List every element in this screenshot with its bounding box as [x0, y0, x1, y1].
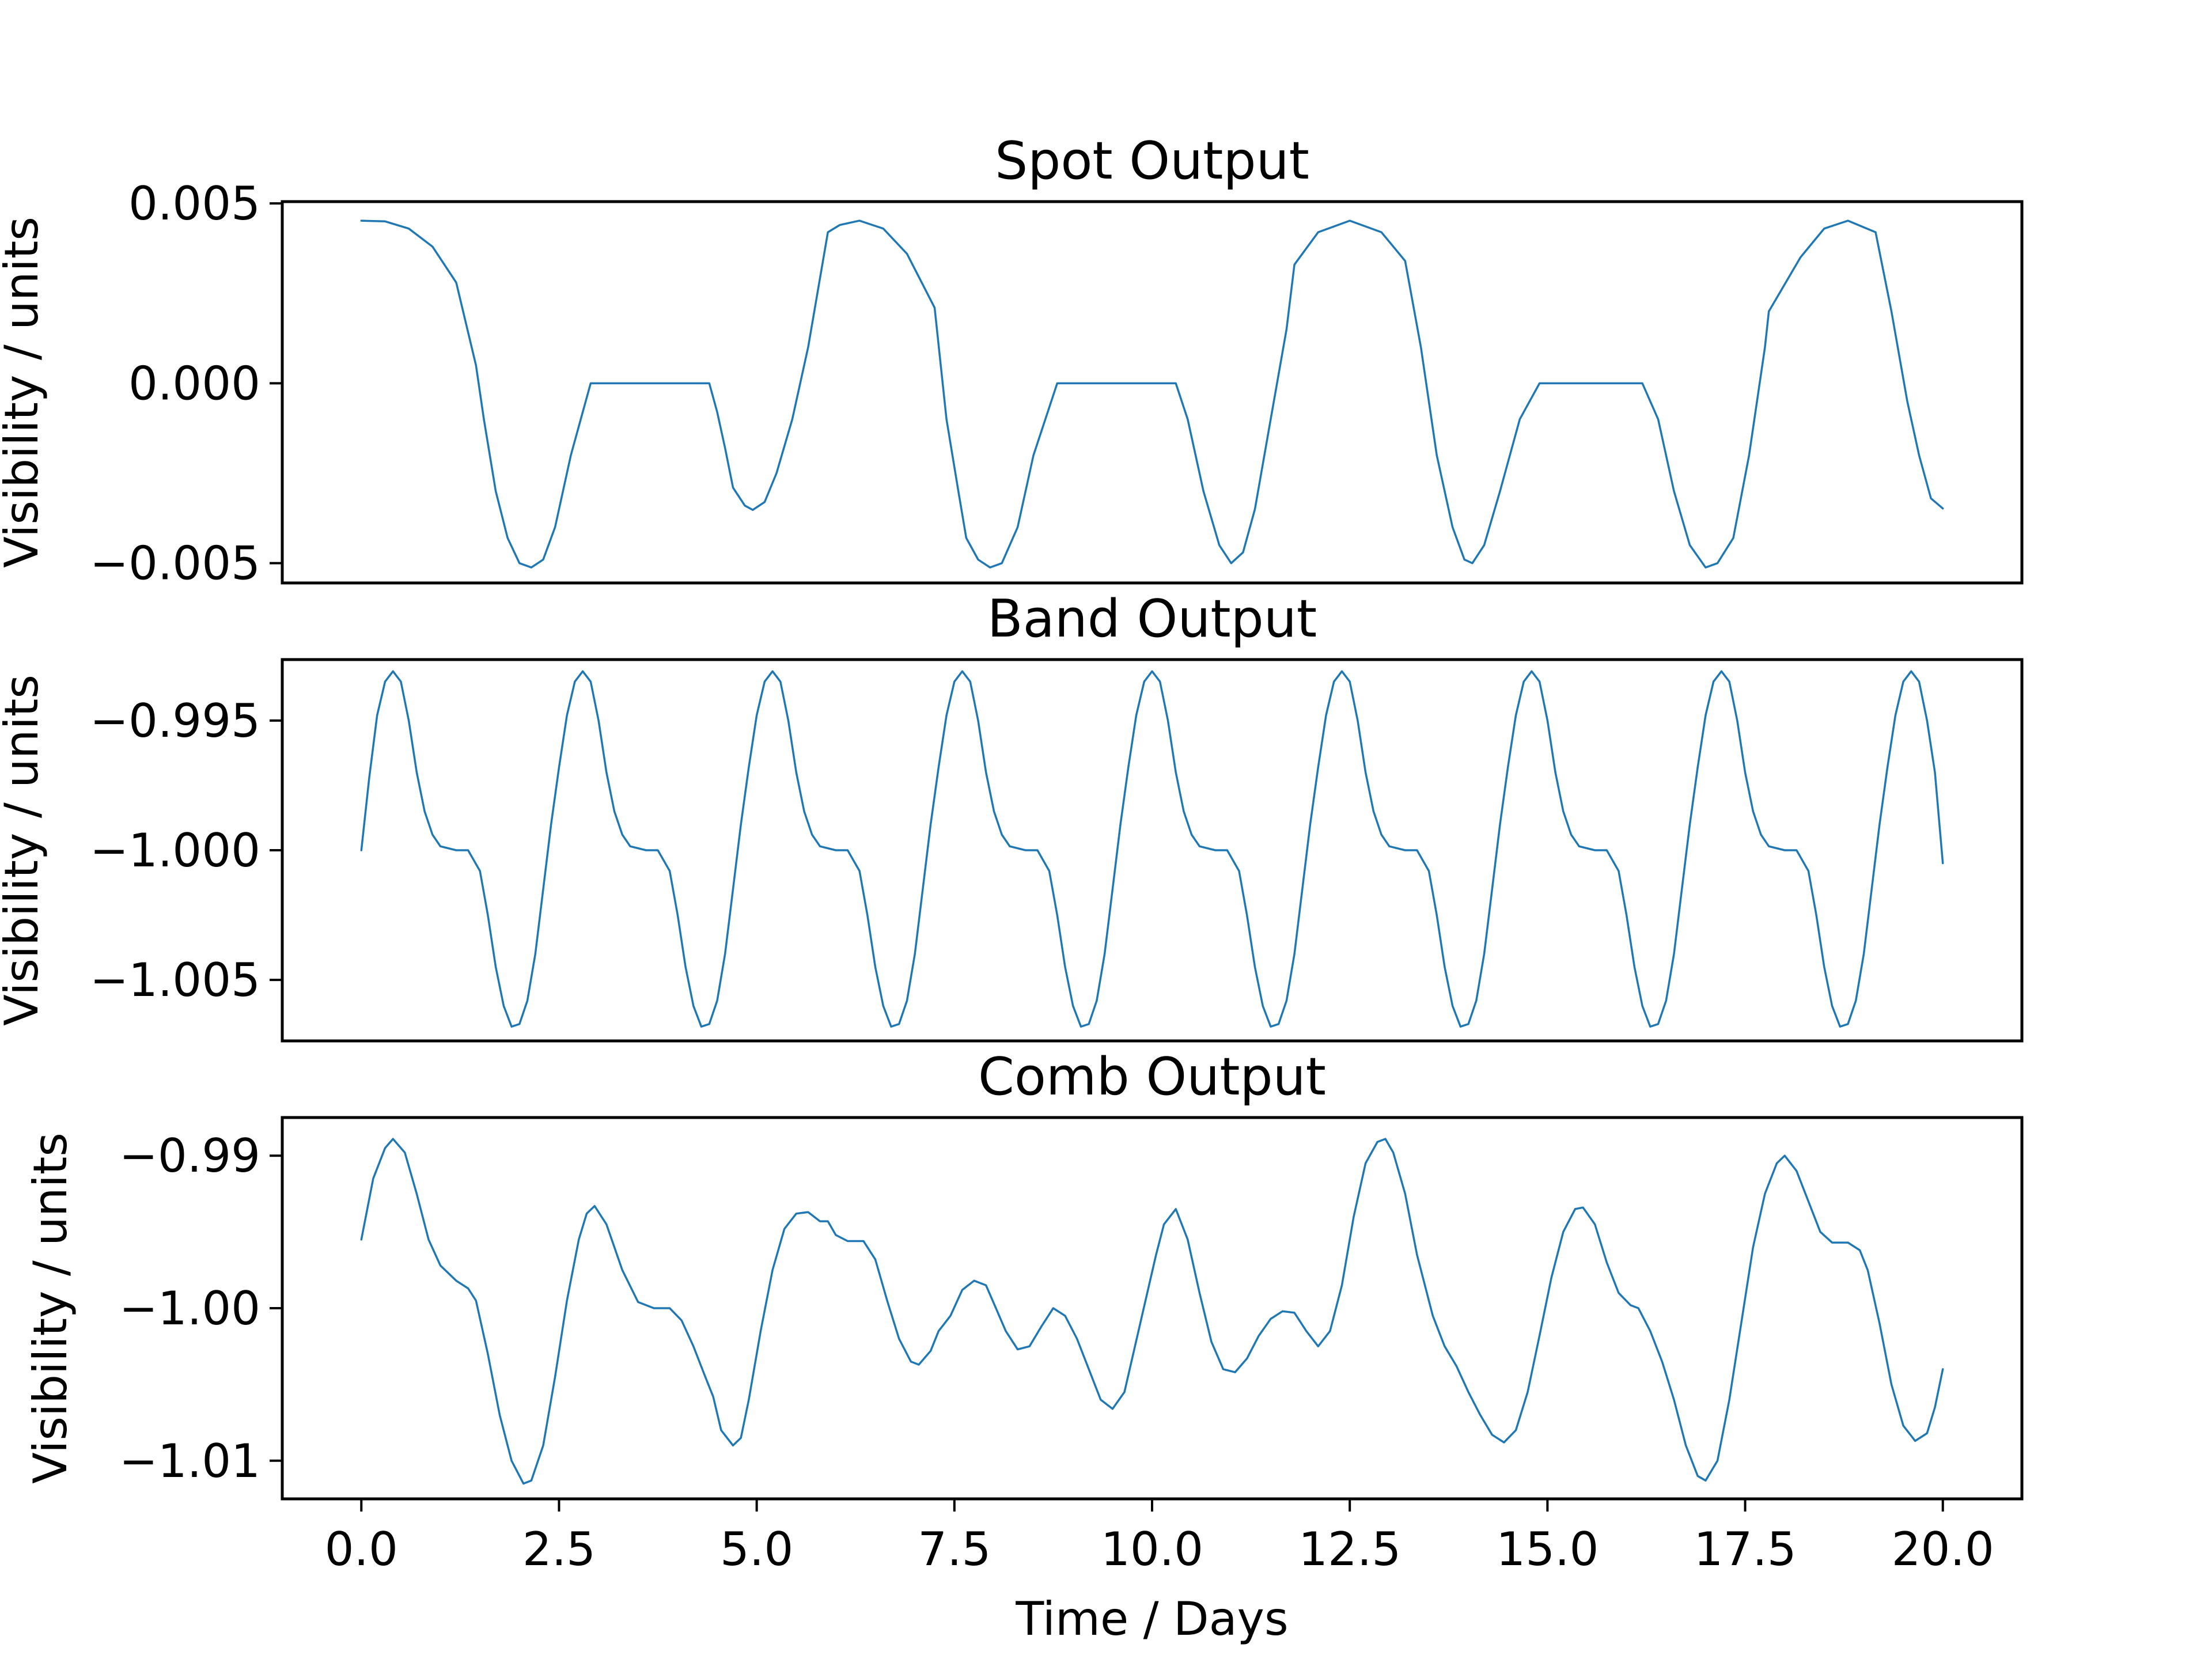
- series-line: [360, 1138, 1944, 1485]
- x-tick-label: 17.5: [1694, 1522, 1796, 1576]
- x-tick-label: 12.5: [1298, 1522, 1401, 1576]
- y-axis-label: Visibility / units: [24, 1132, 77, 1484]
- x-axis-label: Time / Days: [1015, 1592, 1288, 1646]
- x-tick-label: 0.0: [325, 1522, 398, 1576]
- y-axis-label: Visibility / units: [0, 217, 48, 568]
- subplots: Spot Output Visibility / units −0.005 0.000…: [0, 131, 2024, 1576]
- y-tick-label: −1.005: [90, 953, 260, 1007]
- y-tick-label: −0.99: [119, 1129, 260, 1183]
- subplot-3: Comb Output Visibility / units −1.01 −1.00 −…: [24, 1047, 2024, 1576]
- x-tick-label: 5.0: [720, 1522, 793, 1576]
- y-tick-label: −1.00: [119, 1282, 260, 1335]
- y-tick-label: −0.005: [90, 537, 260, 590]
- x-tick-label: 2.5: [522, 1522, 596, 1576]
- subplot-title: Spot Output: [995, 131, 1309, 191]
- subplot-title: Comb Output: [978, 1047, 1326, 1107]
- y-tick-label: −0.995: [90, 694, 260, 748]
- plot-frame: [281, 658, 2024, 1043]
- x-tick-label: 15.0: [1496, 1522, 1599, 1576]
- subplot-1: Spot Output Visibility / units −0.005 0.000…: [0, 131, 2024, 590]
- y-tick-label: 0.000: [128, 357, 260, 410]
- subplot-title: Band Output: [987, 589, 1317, 649]
- x-tick-label: 10.0: [1101, 1522, 1203, 1576]
- y-axis-label: Visibility / units: [0, 675, 48, 1026]
- series-line: [360, 670, 1944, 1028]
- x-tick-label: 20.0: [1892, 1522, 1994, 1576]
- x-tick-label: 7.5: [918, 1522, 991, 1576]
- series-line: [360, 219, 1944, 569]
- y-tick-label: 0.005: [128, 177, 260, 230]
- subplot-2: Band Output Visibility / units −1.005 −1.00…: [0, 589, 2024, 1043]
- y-tick-label: −1.01: [119, 1434, 260, 1488]
- plot-frame: [281, 200, 2024, 585]
- y-tick-label: −1.000: [90, 824, 260, 877]
